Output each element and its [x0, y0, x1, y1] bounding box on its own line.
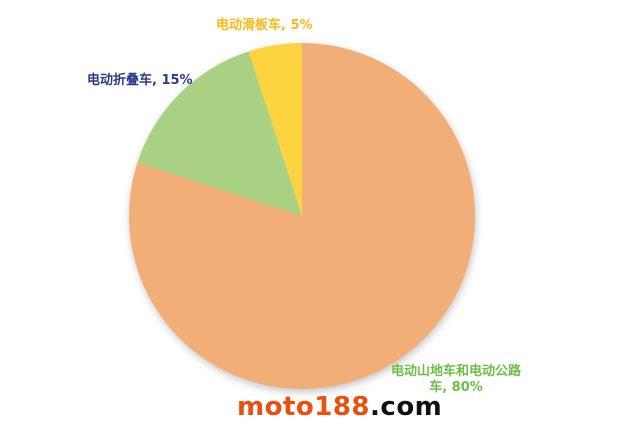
watermark-brand: moto188: [237, 392, 371, 422]
data-label-scooter: 电动滑板车, 5%: [216, 18, 313, 33]
pie-slice-scooter: [248, 43, 302, 216]
watermark: moto188.com: [237, 392, 442, 422]
data-label-mountain-road-line1: 电动山地车和电动公路: [390, 364, 521, 379]
data-label-mountain-road-line2: 车, 80%: [429, 380, 483, 395]
watermark-suffix: .com: [370, 392, 443, 422]
data-label-mountain-road: 电动山地车和电动公路 车, 80%: [380, 364, 532, 396]
pie-slice-mountain-road: [129, 43, 476, 390]
data-label-folding: 电动折叠车, 15%: [87, 73, 193, 88]
pie-slice-folding: [137, 51, 302, 216]
